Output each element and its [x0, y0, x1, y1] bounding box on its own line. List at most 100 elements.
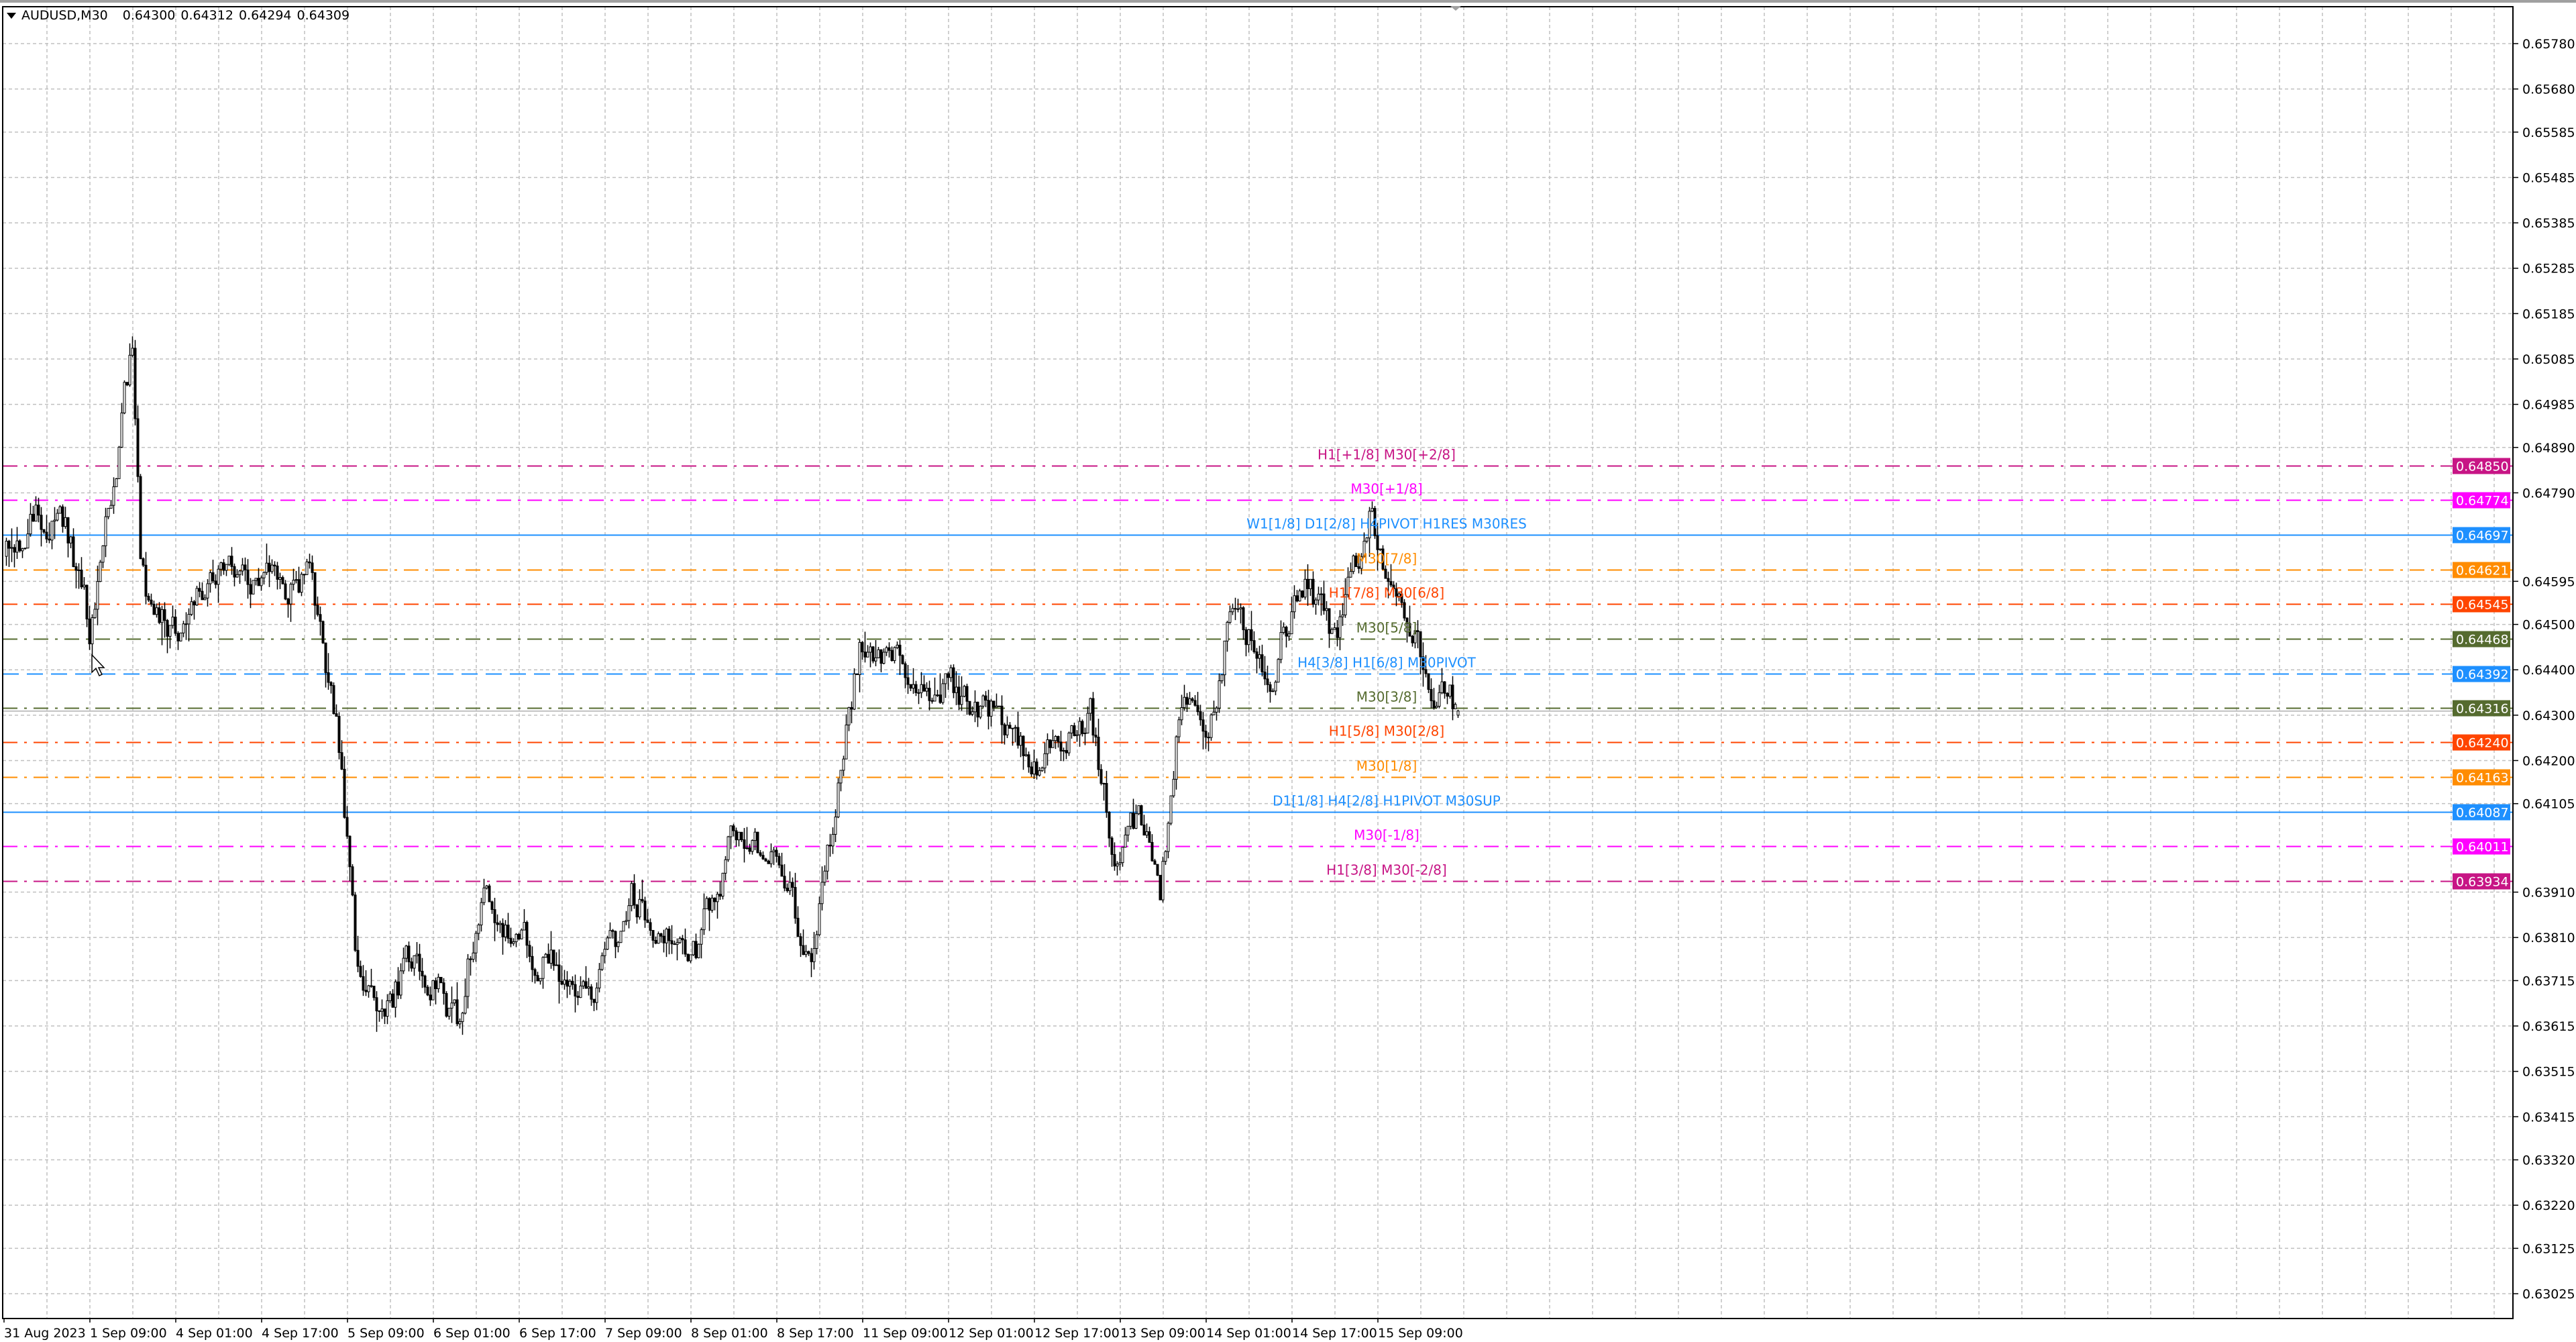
- candle-bear: [1376, 535, 1379, 550]
- price-tick-label: 0.63810: [2522, 931, 2575, 945]
- candle-bear: [311, 562, 314, 573]
- candle-bear: [193, 601, 196, 606]
- candle-bear: [391, 993, 394, 1008]
- candle-bear: [233, 566, 236, 578]
- candle-bear: [1392, 584, 1395, 589]
- price-axis[interactable]: 0.65780 0.65680 0.65585 0.65485 0.65385 0.652…: [2513, 37, 2575, 1302]
- candle-bear: [1059, 741, 1063, 752]
- candle-bull: [254, 578, 258, 581]
- candle-bull: [627, 905, 631, 921]
- candle-bull: [1228, 611, 1232, 623]
- candle-bull: [837, 782, 840, 818]
- candle-bull: [582, 981, 585, 986]
- candle-bull: [544, 953, 547, 958]
- price-tick-label: 0.65585: [2522, 125, 2575, 140]
- candle-bull: [549, 949, 553, 964]
- candle-bull: [187, 614, 191, 625]
- candle-bull: [21, 548, 24, 552]
- level-price-tag: [2453, 631, 2510, 648]
- candle-bull: [831, 833, 835, 847]
- candle-bear: [445, 993, 448, 1017]
- candle-bull: [579, 985, 582, 998]
- candle-bull: [1129, 813, 1132, 827]
- murrey-levels: [3, 465, 2513, 882]
- candle-bull: [1183, 696, 1186, 708]
- candle-bull: [1239, 607, 1242, 609]
- ohlc-open: 0.64300: [122, 8, 176, 23]
- collapse-triangle-icon[interactable]: [7, 12, 16, 19]
- level-price-tag: [2453, 666, 2510, 682]
- candle-bull: [447, 1007, 451, 1017]
- candle-bear: [1269, 684, 1272, 692]
- price-tick-label: 0.65285: [2522, 262, 2575, 276]
- candle-bull: [1279, 631, 1283, 660]
- candle-bear: [214, 580, 217, 585]
- candle-bear: [740, 831, 743, 841]
- candle-bear: [965, 686, 969, 702]
- candle-bull: [568, 980, 572, 987]
- level-price-tag: [2453, 769, 2510, 786]
- candle-bear: [651, 930, 655, 941]
- time-tick-label: 12 Sep 01:00: [949, 1326, 1034, 1341]
- candle-bear: [150, 599, 153, 605]
- candle-bull: [101, 545, 105, 563]
- candle-bull: [710, 897, 714, 911]
- candle-bull: [815, 934, 818, 949]
- price-tick-label: 0.63715: [2522, 974, 2575, 988]
- candle-bull: [834, 817, 837, 835]
- candle-bull: [753, 831, 757, 841]
- candle-bear: [176, 633, 180, 641]
- level-label: H4[3/8] H1[6/8] M30PIVOT: [1297, 655, 1477, 671]
- price-tick-label: 0.63125: [2522, 1241, 2575, 1256]
- candle-bull: [1188, 698, 1191, 705]
- candle-bear: [356, 949, 360, 967]
- candle-bull: [109, 505, 113, 509]
- level-price-tag: [2453, 734, 2510, 751]
- level-price-tag-text: 0.64774: [2456, 494, 2509, 509]
- time-tick-label: 15 Sep 09:00: [1378, 1326, 1463, 1341]
- candle-bull: [1038, 770, 1041, 776]
- time-tick-label: 14 Sep 01:00: [1206, 1326, 1291, 1341]
- candle-bear: [547, 953, 550, 964]
- candle-bear: [1108, 811, 1111, 839]
- candle-bear: [426, 986, 429, 996]
- time-axis[interactable]: 31 Aug 2023 1 Sep 09:00 4 Sep 01:00 4 Sep 1…: [3, 1319, 1463, 1341]
- candle-bull: [826, 844, 829, 872]
- candle-bull: [1218, 680, 1221, 709]
- candle-bull: [83, 584, 86, 588]
- candle-bear: [509, 937, 513, 944]
- candle-bear: [909, 684, 912, 689]
- candle-bull: [541, 957, 545, 979]
- candle-bear: [743, 839, 746, 849]
- candle-bull: [563, 980, 566, 985]
- candle-bear: [1091, 698, 1095, 736]
- candle-bull: [1177, 719, 1181, 737]
- candle-bull: [936, 694, 939, 696]
- candle-bull: [241, 564, 244, 572]
- candle-bear: [1252, 640, 1256, 652]
- price-tick-label: 0.64105: [2522, 797, 2575, 812]
- candle-bear: [375, 997, 378, 1012]
- candle-bull: [1175, 736, 1178, 780]
- candle-bull: [882, 652, 885, 664]
- price-chart[interactable]: H1[+1/8] M30[+2/8] M30[+1/8] W1[1/8] D1[2/…: [0, 3, 2576, 1342]
- candle-bear: [592, 998, 596, 1003]
- candle-bear: [641, 898, 644, 902]
- chart-shift-marker-icon[interactable]: [1450, 6, 1461, 11]
- candle-bull: [1040, 768, 1044, 772]
- candle-bear: [890, 650, 894, 661]
- candle-bull: [853, 673, 856, 710]
- candle-bull: [716, 894, 719, 902]
- candle-bear: [1097, 737, 1100, 770]
- candle-bull: [128, 354, 131, 386]
- candle-bull: [96, 581, 99, 610]
- candle-bull: [29, 513, 32, 535]
- level-label: D1[1/8] H4[2/8] H1PIVOT M30SUP: [1273, 793, 1501, 809]
- candle-bear: [321, 621, 325, 643]
- candle-bull: [979, 705, 982, 718]
- candle-bull: [1298, 590, 1301, 602]
- candle-bear: [1424, 669, 1428, 674]
- candle-bear: [1408, 623, 1411, 637]
- candle-bull: [120, 412, 123, 448]
- candle-bull: [1180, 707, 1183, 721]
